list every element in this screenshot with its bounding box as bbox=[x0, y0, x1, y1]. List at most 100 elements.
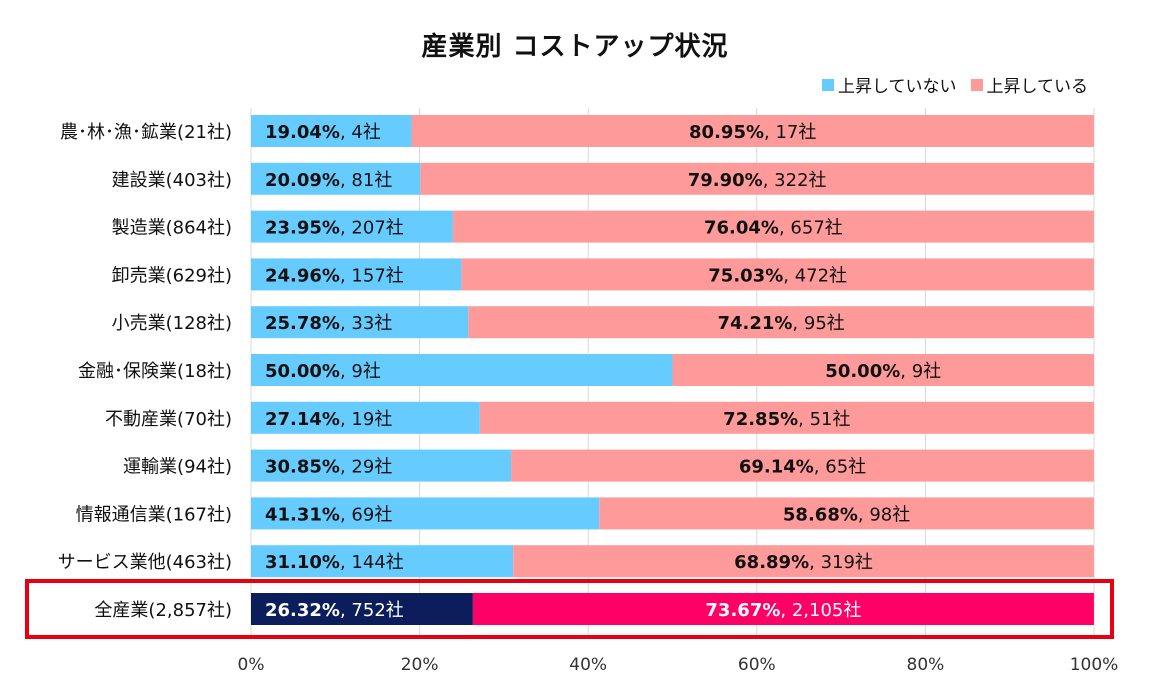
data-label-percent: 75.03% bbox=[708, 265, 783, 286]
category-label: 全産業(2,857社) bbox=[94, 600, 232, 621]
category-label: 金融･保険業(18社) bbox=[78, 361, 232, 382]
data-label-percent: 19.04% bbox=[265, 122, 340, 143]
data-label-percent: 20.09% bbox=[265, 170, 340, 191]
bar-segment-not-rising bbox=[251, 593, 473, 625]
data-label-percent: 50.00% bbox=[825, 361, 900, 382]
legend-swatch-not-rising bbox=[822, 78, 834, 91]
category-label: サービス業他(463社) bbox=[58, 552, 232, 573]
data-label-rising: 80.95%, 17社 bbox=[689, 122, 816, 143]
bar-segment-not-rising bbox=[251, 497, 600, 530]
category-label: 農･林･漁･鉱業(21社) bbox=[60, 122, 232, 143]
data-label-rising: 75.03%, 472社 bbox=[708, 265, 847, 286]
category-label: 製造業(864社) bbox=[112, 218, 232, 239]
data-label-percent: 26.32% bbox=[265, 600, 340, 621]
data-label-percent: 69.14% bbox=[739, 457, 814, 478]
legend-label-not-rising: 上昇していない bbox=[838, 77, 957, 97]
bar-segment-rising bbox=[511, 449, 1094, 482]
data-label-count: , 17社 bbox=[764, 122, 816, 143]
category-label: 小売業(128社) bbox=[112, 313, 232, 334]
legend: 上昇していない 上昇している bbox=[822, 72, 1088, 97]
data-label-count: , 9社 bbox=[900, 361, 941, 382]
data-label-count: , 65社 bbox=[814, 457, 866, 478]
data-label-percent: 74.21% bbox=[717, 313, 792, 334]
bar-segment-not-rising bbox=[251, 401, 480, 434]
data-label-rising: 76.04%, 657社 bbox=[704, 218, 843, 239]
data-label-count: , 157社 bbox=[340, 265, 404, 286]
bar-segment-not-rising bbox=[251, 306, 469, 339]
bar-segment-not-rising bbox=[251, 354, 673, 386]
data-label-percent: 50.00% bbox=[265, 361, 340, 382]
category-label: 卸売業(629社) bbox=[112, 265, 232, 286]
data-label-not-rising: 30.85%, 29社 bbox=[265, 457, 392, 478]
data-label-percent: 73.67% bbox=[705, 600, 780, 621]
data-label-rising: 74.21%, 95社 bbox=[717, 313, 844, 334]
chart-title: 産業別 コストアップ状況 bbox=[421, 32, 729, 62]
highlight-box bbox=[25, 579, 1114, 639]
data-label-count: , 4社 bbox=[340, 122, 381, 143]
data-label-not-rising: 19.04%, 4社 bbox=[265, 122, 381, 143]
data-label-rising: 69.14%, 65社 bbox=[739, 457, 866, 478]
data-label-count: , 319社 bbox=[809, 552, 873, 573]
bar-segment-rising bbox=[479, 401, 1094, 434]
legend-item-rising: 上昇している bbox=[970, 72, 1088, 97]
bar-segment-not-rising bbox=[251, 449, 512, 482]
data-label-count: , 81社 bbox=[340, 170, 392, 191]
data-label-percent: 58.68% bbox=[783, 504, 858, 525]
bar-segment-rising bbox=[420, 162, 1094, 195]
data-label-percent: 25.78% bbox=[265, 313, 340, 334]
data-label-rising: 68.89%, 319社 bbox=[734, 552, 873, 573]
data-label-percent: 68.89% bbox=[734, 552, 809, 573]
data-label-percent: 79.90% bbox=[688, 170, 763, 191]
data-label-percent: 23.95% bbox=[265, 218, 340, 239]
x-tick-label: 100% bbox=[1070, 655, 1119, 675]
x-tick-label: 80% bbox=[907, 655, 945, 675]
bar-segment-rising bbox=[411, 115, 1094, 147]
bar-segment-rising bbox=[513, 545, 1094, 578]
data-label-not-rising: 24.96%, 157社 bbox=[265, 265, 404, 286]
x-tick-label: 20% bbox=[401, 655, 439, 675]
data-label-not-rising: 27.14%, 19社 bbox=[265, 409, 392, 430]
data-label-rising: 79.90%, 322社 bbox=[688, 170, 827, 191]
bar-segment-not-rising bbox=[251, 258, 462, 291]
category-label: 情報通信業(167社) bbox=[76, 504, 232, 525]
bar-segment-rising bbox=[468, 306, 1094, 339]
data-label-count: , 144社 bbox=[340, 552, 404, 573]
data-label-not-rising: 31.10%, 144社 bbox=[265, 552, 404, 573]
data-label-not-rising: 20.09%, 81社 bbox=[265, 170, 392, 191]
data-label-not-rising: 23.95%, 207社 bbox=[265, 218, 404, 239]
data-label-count: , 2,105社 bbox=[780, 600, 861, 621]
data-label-count: , 98社 bbox=[858, 504, 910, 525]
data-label-count: , 51社 bbox=[798, 409, 850, 430]
bar-segment-rising bbox=[461, 258, 1094, 291]
bar-segment-rising bbox=[452, 210, 1094, 243]
x-tick-label: 60% bbox=[738, 655, 776, 675]
bar-segment-not-rising bbox=[251, 162, 421, 195]
data-label-not-rising: 41.31%, 69社 bbox=[265, 504, 392, 525]
data-label-count: , 207社 bbox=[340, 218, 404, 239]
x-tick-label: 40% bbox=[569, 655, 607, 675]
legend-item-not-rising: 上昇していない bbox=[822, 72, 957, 97]
data-label-percent: 72.85% bbox=[723, 409, 798, 430]
data-label-count: , 19社 bbox=[340, 409, 392, 430]
data-label-count: , 29社 bbox=[340, 457, 392, 478]
category-label: 不動産業(70社) bbox=[105, 409, 232, 430]
bar-segment-not-rising bbox=[251, 210, 453, 243]
bar-segment-rising bbox=[672, 354, 1094, 386]
category-label: 運輸業(94社) bbox=[123, 457, 232, 478]
data-label-percent: 41.31% bbox=[265, 504, 340, 525]
data-label-not-rising: 25.78%, 33社 bbox=[265, 313, 392, 334]
data-label-percent: 76.04% bbox=[704, 218, 779, 239]
data-label-count: , 472社 bbox=[783, 265, 847, 286]
data-label-percent: 27.14% bbox=[265, 409, 340, 430]
bar-segment-not-rising bbox=[251, 115, 412, 147]
bar-segment-not-rising bbox=[251, 545, 514, 578]
data-label-rising: 73.67%, 2,105社 bbox=[705, 600, 861, 621]
data-label-count: , 69社 bbox=[340, 504, 392, 525]
data-label-rising: 58.68%, 98社 bbox=[783, 504, 910, 525]
data-label-percent: 31.10% bbox=[265, 552, 340, 573]
data-label-rising: 50.00%, 9社 bbox=[825, 361, 941, 382]
legend-swatch-rising bbox=[970, 78, 983, 91]
data-label-count: , 9社 bbox=[340, 361, 381, 382]
data-label-not-rising: 50.00%, 9社 bbox=[265, 361, 381, 382]
